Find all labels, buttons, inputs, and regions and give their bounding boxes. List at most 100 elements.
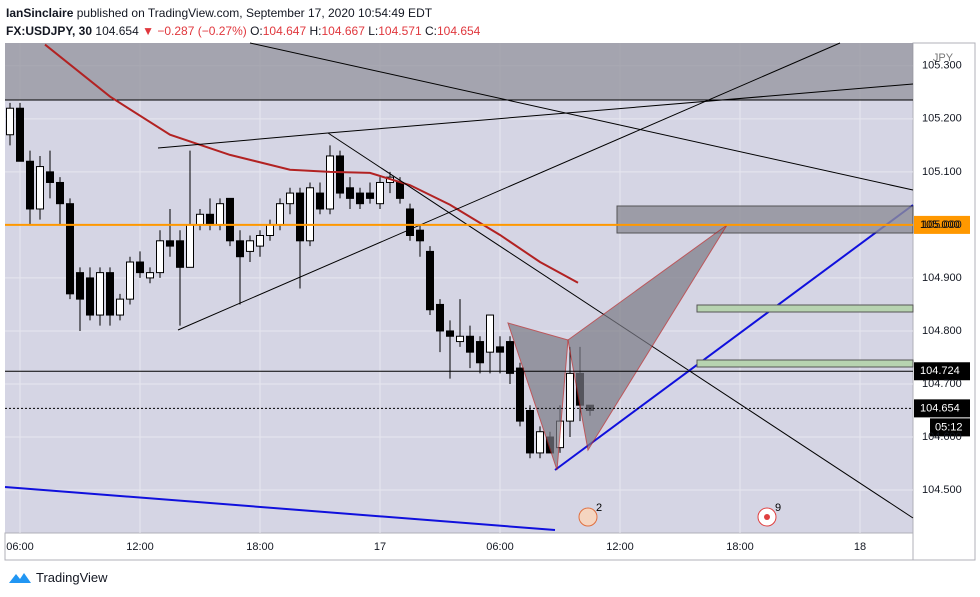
candle-body bbox=[396, 181, 404, 199]
candle-body bbox=[466, 335, 474, 353]
x-tick-label: 06:00 bbox=[6, 541, 34, 553]
candle-body bbox=[296, 192, 304, 242]
event-count: 2 bbox=[596, 502, 602, 514]
ohlc-value: 104.654 bbox=[436, 24, 481, 38]
trend-line bbox=[177, 42, 841, 331]
candle-body bbox=[6, 107, 14, 136]
candle-body bbox=[46, 171, 54, 183]
logo bbox=[9, 573, 31, 583]
box bbox=[696, 359, 914, 368]
candle-body bbox=[106, 272, 114, 316]
trend-line bbox=[327, 83, 914, 134]
event-dot bbox=[764, 514, 770, 520]
candle-body bbox=[16, 107, 24, 162]
price-tag bbox=[914, 399, 970, 418]
x-tick-label: 18:00 bbox=[726, 541, 754, 553]
price-tag bbox=[914, 362, 970, 381]
event-count: 9 bbox=[775, 502, 781, 514]
candle-body bbox=[86, 277, 94, 316]
candle-body bbox=[276, 203, 284, 226]
y-tick-label: 105.200 bbox=[922, 113, 962, 125]
candle-body bbox=[76, 272, 84, 300]
author: IanSinclaire bbox=[6, 6, 74, 20]
ohlc-label: O: bbox=[250, 24, 263, 38]
candle-body bbox=[426, 250, 434, 311]
candle-body bbox=[366, 192, 374, 199]
y-tick-label: 105.000 bbox=[922, 219, 962, 231]
ohlc-value: 104.667 bbox=[321, 24, 365, 38]
trend-line bbox=[157, 132, 329, 149]
plot-background bbox=[5, 43, 913, 533]
candle-body bbox=[186, 224, 194, 268]
candle-body bbox=[236, 240, 244, 258]
symbol: FX:USDJPY, 30 bbox=[6, 24, 93, 38]
price-tag-label: 105.000 bbox=[920, 219, 960, 231]
y-tick-label: 105.300 bbox=[922, 60, 962, 72]
published: published on TradingView.com, September … bbox=[76, 6, 433, 20]
candle-body bbox=[196, 213, 204, 226]
time-axis bbox=[4, 532, 914, 561]
candle-body bbox=[166, 240, 174, 247]
price-axis bbox=[912, 42, 976, 561]
box bbox=[696, 304, 914, 313]
ohlc-value: 104.647 bbox=[262, 24, 307, 38]
y-tick-label: 104.500 bbox=[922, 484, 962, 496]
candle-body bbox=[326, 155, 334, 210]
candle-body bbox=[306, 187, 314, 242]
candle-body bbox=[96, 272, 104, 316]
footer: TradingView bbox=[8, 569, 108, 585]
candle-body bbox=[246, 240, 254, 252]
ohlc-label: H: bbox=[309, 24, 322, 38]
x-tick-label: 17 bbox=[374, 541, 386, 553]
candle-body bbox=[486, 314, 494, 353]
ohlc-label: C: bbox=[424, 24, 437, 38]
candle-body bbox=[406, 208, 414, 236]
x-tick-label: 18 bbox=[854, 541, 866, 553]
candle-body bbox=[336, 155, 344, 194]
candle-body bbox=[176, 240, 184, 268]
drawings bbox=[157, 42, 914, 519]
currency: JPY bbox=[933, 52, 954, 64]
candle-body bbox=[266, 224, 274, 236]
trend-line bbox=[249, 42, 914, 191]
candle-body bbox=[516, 367, 524, 422]
header-line: FX:USDJPY, 30 104.654 ▼ −0.287 (−0.27%) … bbox=[6, 22, 480, 40]
x-tick-label: 12:00 bbox=[126, 541, 154, 553]
event-icon[interactable] bbox=[578, 507, 598, 527]
pattern bbox=[507, 322, 569, 471]
candle-body bbox=[286, 192, 294, 205]
pattern bbox=[567, 224, 728, 452]
candle-body bbox=[446, 330, 454, 337]
header: IanSinclaire published on TradingView.co… bbox=[6, 4, 480, 40]
candle-body bbox=[346, 187, 354, 199]
candle-body bbox=[26, 160, 34, 210]
last: 104.654 bbox=[95, 24, 139, 38]
candle-body bbox=[316, 192, 324, 210]
price-tag bbox=[914, 215, 970, 234]
y-tick-label: 104.800 bbox=[922, 325, 962, 337]
candle-body bbox=[136, 261, 144, 274]
candle-body bbox=[356, 192, 364, 205]
candle-body bbox=[566, 372, 574, 422]
candle-body bbox=[146, 272, 154, 279]
price-tag-label: 104.654 bbox=[920, 402, 960, 414]
candle-body bbox=[376, 181, 384, 205]
header-line: IanSinclaire published on TradingView.co… bbox=[6, 4, 480, 22]
x-tick-label: 12:00 bbox=[606, 541, 634, 553]
candle-body bbox=[156, 240, 164, 274]
candle-body bbox=[476, 341, 484, 364]
candle-body bbox=[416, 229, 424, 242]
x-tick-label: 06:00 bbox=[486, 541, 514, 553]
change: ▼ −0.287 (−0.27%) bbox=[142, 24, 247, 38]
moving-average bbox=[44, 43, 579, 284]
ohlc-value: 104.571 bbox=[378, 24, 422, 38]
candle-body bbox=[526, 410, 534, 454]
candle-body bbox=[36, 166, 44, 210]
y-tick-label: 104.700 bbox=[922, 378, 962, 390]
y-tick-label: 105.100 bbox=[922, 166, 962, 178]
candle-body bbox=[206, 213, 214, 226]
currency-box bbox=[918, 48, 968, 70]
box bbox=[616, 205, 914, 234]
price-tag-label: 104.724 bbox=[920, 365, 960, 377]
